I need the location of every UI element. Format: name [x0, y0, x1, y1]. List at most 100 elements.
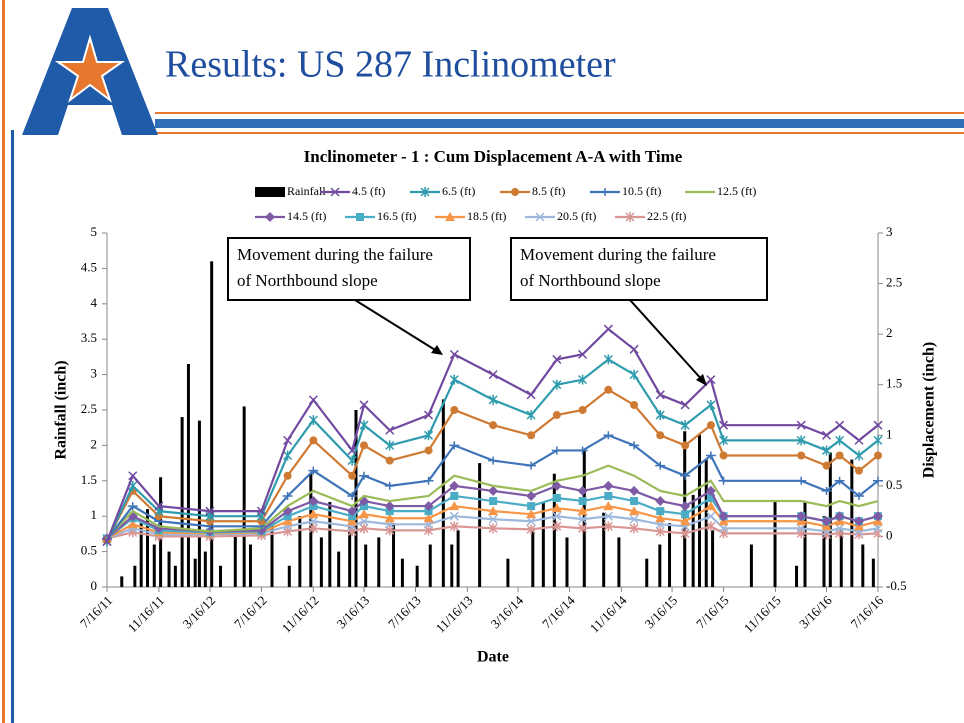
marker — [578, 406, 587, 414]
rain-bar — [795, 565, 799, 587]
marker — [603, 431, 614, 440]
marker — [359, 523, 369, 534]
rain-bar — [565, 537, 569, 587]
marker — [488, 514, 498, 524]
plot: 00.511.522.533.544.55-0.500.511.522.537/… — [77, 224, 907, 636]
legend-label: 16.5 (ft) — [377, 209, 416, 223]
rain-bar — [270, 523, 274, 587]
rain-bar — [392, 523, 396, 587]
rain-bar — [364, 544, 368, 587]
marker — [488, 370, 498, 380]
marker — [680, 471, 691, 480]
marker — [154, 501, 164, 511]
marker — [796, 511, 807, 522]
header-line — [155, 132, 964, 134]
marker — [680, 528, 690, 539]
marker — [854, 491, 865, 500]
legend-swatch — [255, 187, 285, 197]
left-border — [2, 0, 5, 723]
marker — [360, 441, 368, 450]
marker — [445, 212, 455, 221]
marker — [603, 324, 613, 334]
marker — [309, 436, 318, 445]
marker — [424, 507, 433, 516]
marker — [629, 514, 639, 524]
marker — [604, 491, 613, 500]
legend-label: 14.5 (ft) — [287, 209, 326, 223]
marker — [681, 510, 690, 519]
marker — [835, 420, 845, 430]
marker — [680, 501, 691, 512]
marker — [127, 502, 138, 511]
marker — [283, 512, 292, 521]
y-axis-title: Rainfall (inch) — [53, 360, 70, 459]
rain-bar — [354, 410, 358, 587]
marker — [822, 461, 831, 470]
rain-bar — [541, 502, 545, 587]
marker — [385, 507, 394, 516]
legend-label: 10.5 (ft) — [622, 184, 661, 198]
marker — [552, 493, 561, 502]
marker — [526, 524, 536, 535]
y-tick-label: 4.5 — [81, 259, 97, 274]
legend: Rainfall 4.5 (ft) 6.5 (ft) 8.5 (ft) 10.5 (ft… — [255, 184, 756, 223]
rain-bar — [617, 537, 621, 587]
marker — [347, 506, 358, 517]
marker — [706, 399, 716, 410]
marker — [552, 411, 561, 420]
chart-title: Inclinometer - 1 : Cum Displacement A-A … — [304, 147, 683, 166]
marker — [526, 410, 536, 421]
marker — [655, 513, 666, 523]
rain-bar — [697, 434, 701, 587]
header-line — [155, 112, 964, 114]
marker — [527, 502, 536, 511]
marker — [821, 516, 832, 527]
marker — [127, 519, 138, 529]
marker — [527, 431, 536, 440]
rain-bar — [328, 502, 332, 587]
marker — [656, 431, 665, 440]
marker — [705, 501, 716, 511]
marker — [629, 344, 639, 354]
marker — [552, 521, 562, 532]
marker — [603, 511, 613, 521]
logo-star — [54, 34, 126, 103]
rain-bar — [319, 537, 323, 587]
rain-bar — [248, 544, 252, 587]
rain-bar — [711, 530, 715, 587]
rain-bar — [400, 558, 404, 587]
marker — [488, 506, 499, 516]
marker — [449, 441, 460, 450]
marker — [359, 471, 369, 480]
marker — [552, 379, 562, 390]
marker — [356, 213, 364, 221]
marker — [308, 395, 318, 405]
rain-bar — [773, 502, 777, 587]
y-tick-label: 5 — [91, 224, 98, 239]
marker — [488, 485, 499, 496]
marker — [423, 501, 434, 512]
annotation-box — [227, 237, 471, 301]
rain-bar — [668, 523, 672, 587]
marker — [603, 354, 613, 365]
rain-bar — [193, 558, 197, 587]
marker — [855, 466, 864, 475]
arrow-head — [431, 345, 443, 355]
marker — [256, 506, 266, 516]
rain-bar — [450, 544, 454, 587]
rain-bar — [173, 565, 177, 587]
marker — [600, 188, 610, 196]
rain-bar — [861, 544, 865, 587]
y2-tick-label: -0.5 — [886, 578, 907, 593]
marker — [630, 497, 639, 506]
rain-bar — [242, 406, 246, 587]
marker — [384, 481, 395, 490]
marker — [706, 511, 716, 521]
marker — [854, 450, 864, 461]
marker — [526, 509, 537, 519]
marker — [719, 523, 729, 533]
marker — [834, 511, 845, 522]
header-bar — [155, 119, 964, 128]
marker — [706, 493, 715, 502]
legend-label: 6.5 (ft) — [442, 184, 475, 198]
